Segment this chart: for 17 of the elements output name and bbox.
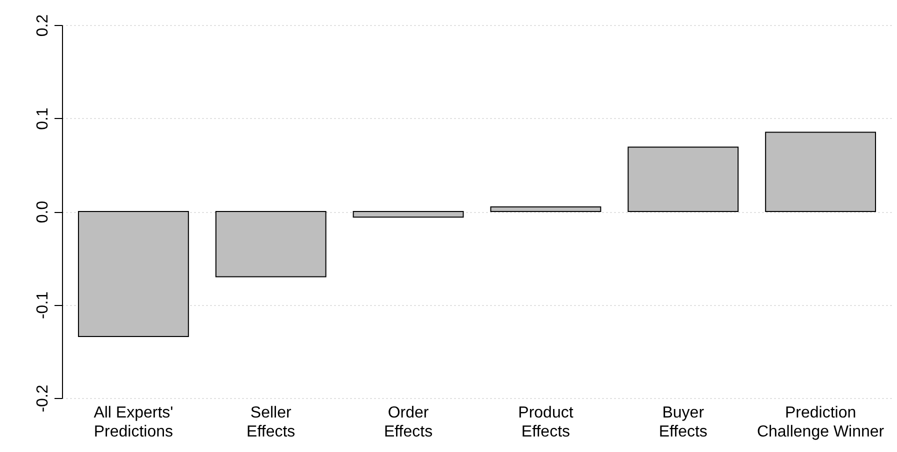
y-tick-label: 0.0 <box>34 200 52 224</box>
x-tick-label: Seller Effects <box>246 404 296 440</box>
bar <box>215 211 326 278</box>
bar <box>628 146 739 212</box>
bar <box>78 211 189 337</box>
y-tick-label: -0.2 <box>34 384 52 412</box>
x-tick-label: Buyer Effects <box>658 404 708 440</box>
y-tick-label: -0.1 <box>34 291 52 320</box>
bar <box>490 206 602 212</box>
x-tick-label: All Experts' Predictions <box>94 404 174 440</box>
x-tick-label: Order Effects <box>384 404 433 440</box>
bar <box>765 132 876 212</box>
bar <box>352 211 464 218</box>
y-tick-label: 0.2 <box>34 14 52 37</box>
x-tick-label: Prediction Challenge Winner <box>756 404 885 440</box>
y-tick-label: 0.1 <box>34 108 52 130</box>
x-tick-label: Product Effects <box>518 404 574 440</box>
